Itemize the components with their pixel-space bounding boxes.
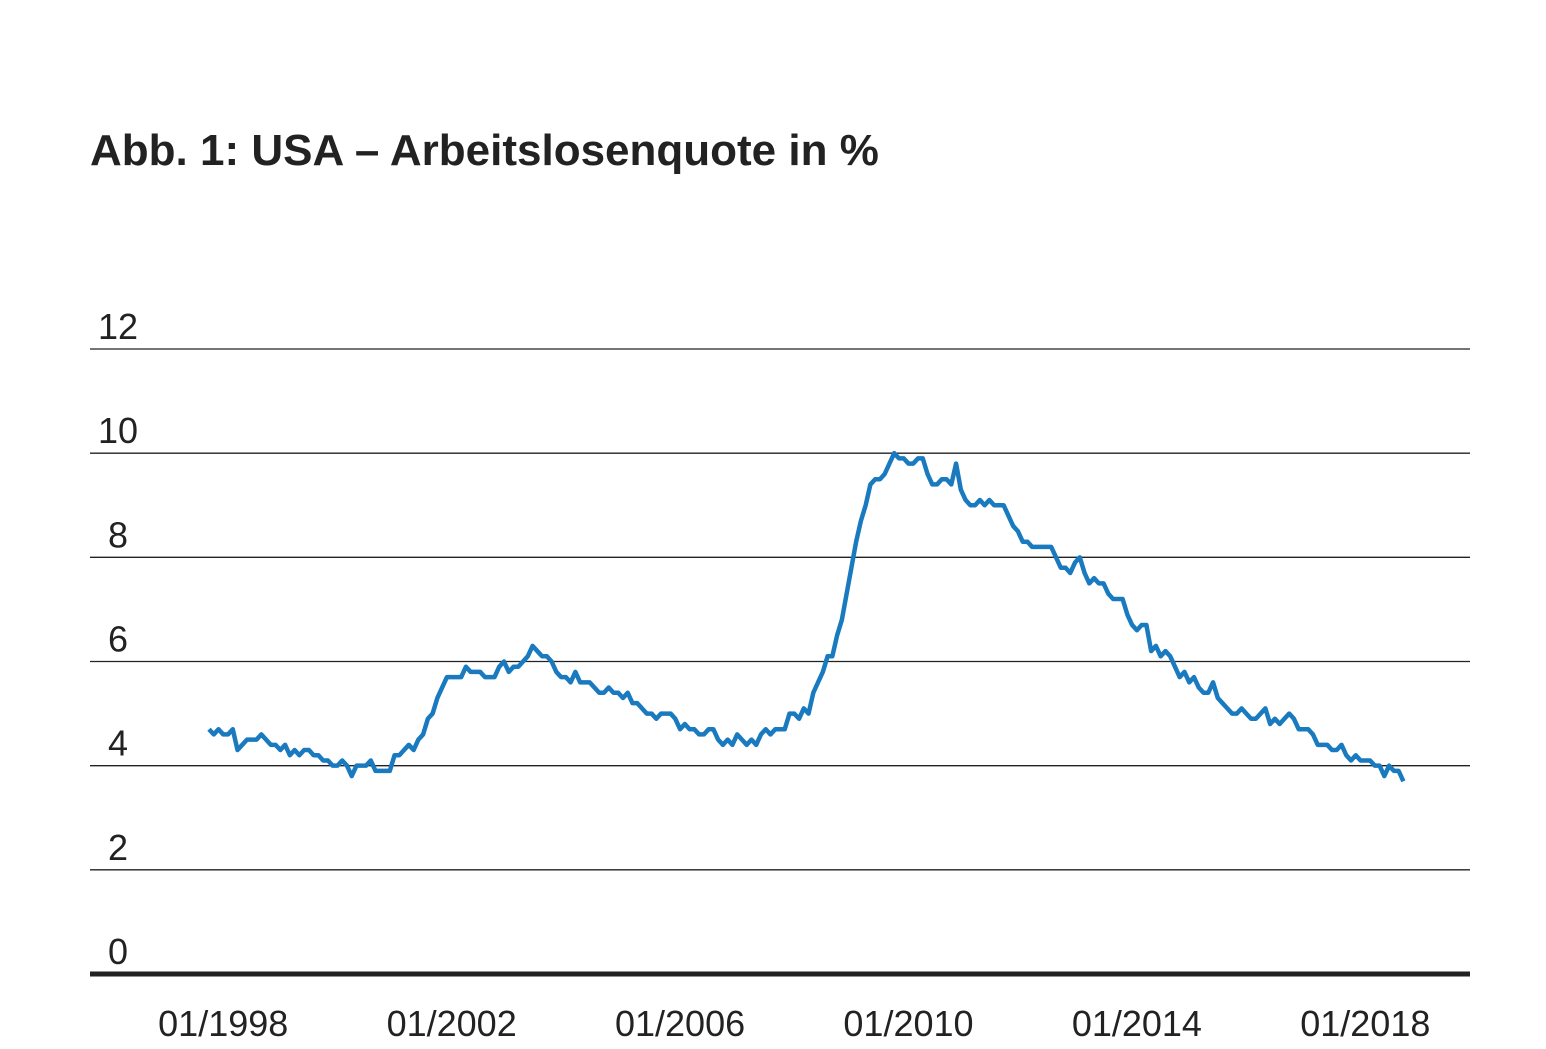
y-tick-label: 4 — [108, 723, 128, 764]
x-tick-label: 01/2018 — [1300, 1003, 1430, 1044]
y-tick-label: 8 — [108, 514, 128, 555]
y-tick-label: 12 — [98, 306, 138, 347]
x-tick-label: 01/2010 — [843, 1003, 973, 1044]
x-tick-label: 01/1998 — [158, 1003, 288, 1044]
x-tick-label: 01/2006 — [615, 1003, 745, 1044]
y-tick-label: 0 — [108, 931, 128, 972]
chart-title: Abb. 1: USA – Arbeitslosenquote in % — [90, 126, 879, 175]
y-tick-label: 6 — [108, 619, 128, 660]
x-tick-label: 01/2014 — [1072, 1003, 1202, 1044]
data-line — [207, 450, 1406, 783]
y-tick-label: 2 — [108, 827, 128, 868]
x-tick-label: 01/2002 — [387, 1003, 517, 1044]
y-tick-label: 10 — [98, 410, 138, 451]
